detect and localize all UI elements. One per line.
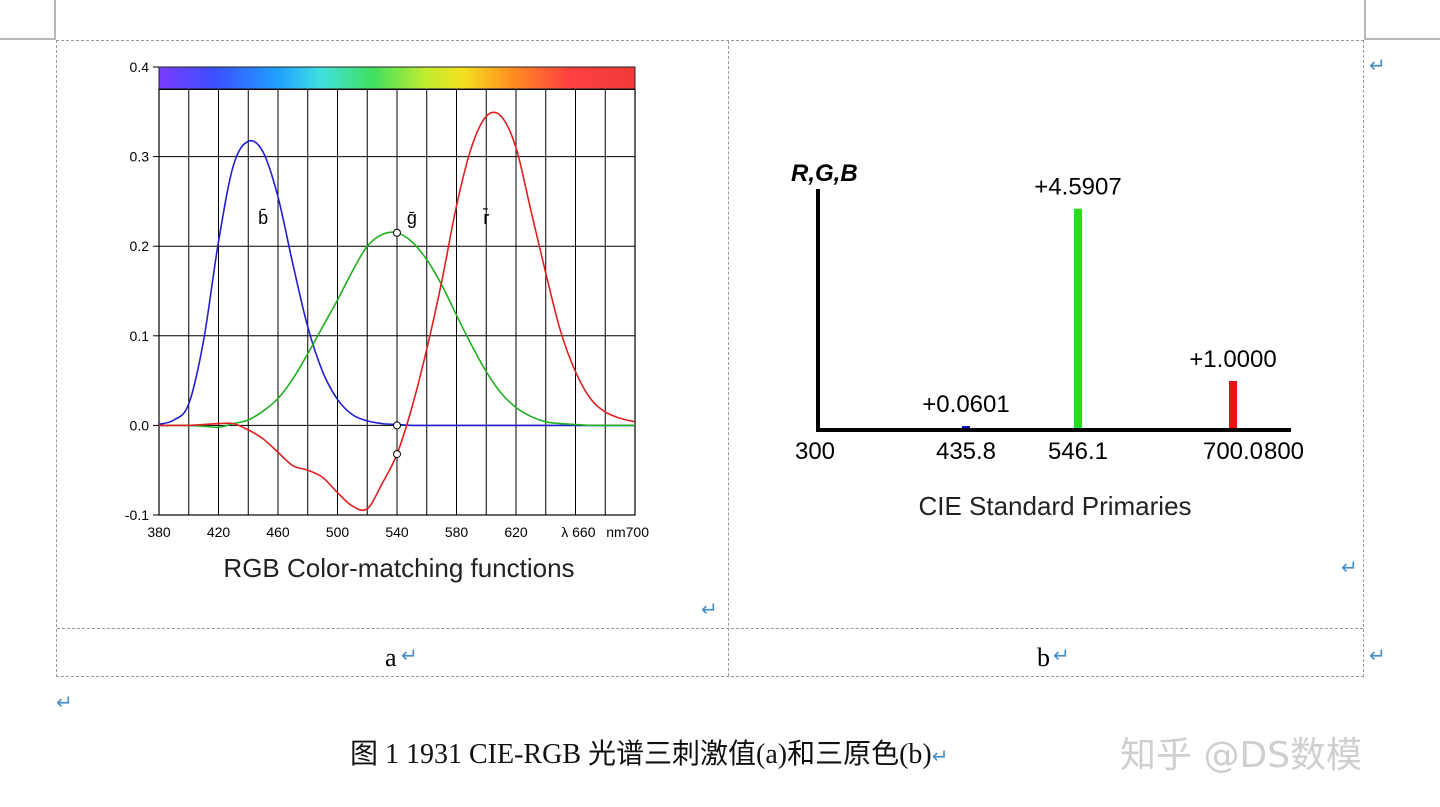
figure-caption: 图 1 1931 CIE-RGB 光谱三刺激值(a)和三原色(b)↵ <box>350 732 949 772</box>
x-tick-label: 620 <box>504 524 528 540</box>
cie-standard-primaries-chart: +0.0601 +4.5907 +1.0000 R,G,B 300 435.8 546.… <box>791 160 1304 521</box>
crop-mark-top-left <box>0 0 56 40</box>
chart-title: CIE Standard Primaries <box>918 491 1191 521</box>
y-tick-label: 0.2 <box>130 238 150 254</box>
chart-title: RGB Color-matching functions <box>223 553 574 583</box>
figure-table: -0.1 0.0 0.1 0.2 0.3 0.4 380 420 460 500 540 580 62… <box>56 40 1386 677</box>
sublabel-b: b <box>1037 643 1050 672</box>
sublabel-a: a <box>385 643 397 672</box>
x-tick-label: 420 <box>207 524 231 540</box>
primary-bar <box>1074 208 1082 429</box>
x-tick-label: 546.1 <box>1048 438 1108 465</box>
return-mark-icon: ↵ <box>931 744 949 768</box>
x-tick-label: nm700 <box>606 524 649 540</box>
data-point-marker <box>393 450 401 459</box>
rgb-color-matching-chart: -0.1 0.0 0.1 0.2 0.3 0.4 380 420 460 500 540 580 62… <box>125 59 649 583</box>
x-tick-label: 800 <box>1264 438 1304 465</box>
return-mark-icon: ↵ <box>1053 643 1070 667</box>
return-mark-icon: ↵ <box>701 597 718 621</box>
y-tick-label: 0.1 <box>130 328 150 344</box>
bar-value-label: +0.0601 <box>922 391 1009 418</box>
cell-divider-horizontal <box>57 628 1363 629</box>
return-mark-icon: ↵ <box>1369 53 1386 77</box>
x-tick-label: 460 <box>266 524 290 540</box>
data-point-marker <box>393 228 401 237</box>
x-tick-label: 300 <box>795 438 835 465</box>
y-axis-label: R,G,B <box>791 160 858 187</box>
cell-divider-vertical <box>728 41 729 676</box>
y-tick-label: 0.4 <box>130 59 150 75</box>
x-tick-label: 435.8 <box>936 438 996 465</box>
y-tick-label: -0.1 <box>125 507 149 523</box>
y-tick-label: 0.0 <box>130 417 150 433</box>
series-line <box>159 111 636 512</box>
bar-value-label: +4.5907 <box>1034 174 1121 201</box>
x-tick-label: λ 660 <box>561 524 595 540</box>
x-tick-label: 580 <box>445 524 469 540</box>
return-mark-icon: ↵ <box>1369 643 1386 667</box>
data-point-marker <box>393 421 401 430</box>
return-mark-icon: ↵ <box>56 690 73 714</box>
bar-value-label: +1.0000 <box>1189 346 1276 373</box>
caption-text: 图 1 1931 CIE-RGB 光谱三刺激值(a)和三原色(b) <box>350 739 932 770</box>
x-tick-label: 380 <box>147 524 171 540</box>
series-label: b̄ <box>258 208 268 228</box>
primary-bar <box>962 426 970 429</box>
y-tick-label: 0.3 <box>130 149 150 165</box>
watermark: 知乎 @DS数模 <box>1120 735 1363 776</box>
x-tick-label: 500 <box>326 524 350 540</box>
x-tick-label: 700.0 <box>1203 438 1263 465</box>
series-label: r̄ <box>482 208 489 228</box>
series-label: ḡ <box>407 208 417 228</box>
spectrum-bar <box>158 66 636 90</box>
primary-bar <box>1229 381 1237 429</box>
return-mark-icon: ↵ <box>401 643 418 667</box>
return-mark-icon: ↵ <box>1341 555 1358 579</box>
x-tick-label: 540 <box>385 524 409 540</box>
crop-mark-top-right <box>1364 0 1440 40</box>
